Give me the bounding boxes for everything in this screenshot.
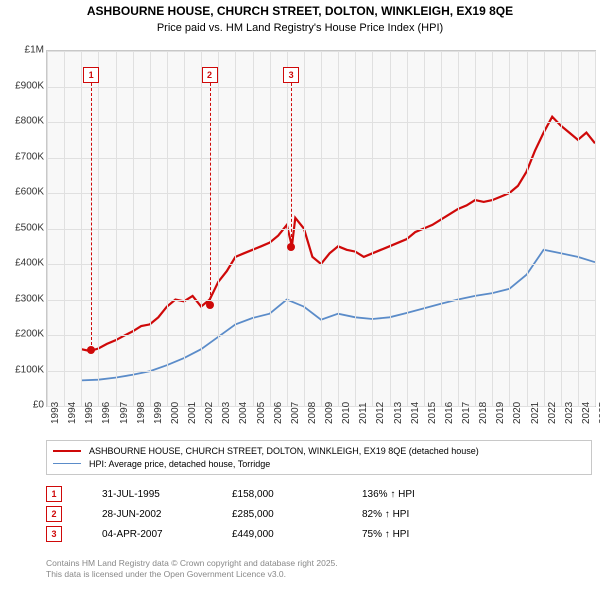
legend-item: HPI: Average price, detached house, Torr… xyxy=(53,458,585,471)
sale-row: 3 04-APR-2007£449,00075% ↑ HPI xyxy=(46,526,592,542)
footer-line: This data is licensed under the Open Gov… xyxy=(46,569,338,580)
sale-price: £285,000 xyxy=(232,509,362,520)
y-tick-label: £900K xyxy=(0,80,44,91)
sale-date: 04-APR-2007 xyxy=(102,529,232,540)
y-tick-label: £0 xyxy=(0,400,44,411)
plot-area: 1 2 3 xyxy=(46,50,596,407)
x-tick-label: 2020 xyxy=(512,402,523,424)
chart-container: ASHBOURNE HOUSE, CHURCH STREET, DOLTON, … xyxy=(0,0,600,590)
y-tick-label: £400K xyxy=(0,258,44,269)
legend-label: ASHBOURNE HOUSE, CHURCH STREET, DOLTON, … xyxy=(89,445,479,458)
chart-subtitle: Price paid vs. HM Land Registry's House … xyxy=(0,20,600,34)
callout-marker: 3 xyxy=(283,67,299,83)
x-tick-label: 1997 xyxy=(119,402,130,424)
x-tick-label: 2011 xyxy=(358,402,369,424)
x-tick-label: 2008 xyxy=(307,402,318,424)
x-tick-label: 2001 xyxy=(187,402,198,424)
x-tick-label: 1995 xyxy=(84,402,95,424)
y-tick-label: £100K xyxy=(0,364,44,375)
footer-line: Contains HM Land Registry data © Crown c… xyxy=(46,558,338,569)
x-tick-label: 1998 xyxy=(136,402,147,424)
footer-attribution: Contains HM Land Registry data © Crown c… xyxy=(46,558,338,580)
x-tick-label: 2006 xyxy=(273,402,284,424)
x-tick-label: 2015 xyxy=(427,402,438,424)
x-tick-label: 2003 xyxy=(221,402,232,424)
x-tick-label: 2004 xyxy=(238,402,249,424)
legend-item: ASHBOURNE HOUSE, CHURCH STREET, DOLTON, … xyxy=(53,445,585,458)
sale-pct: 136% ↑ HPI xyxy=(362,489,415,500)
x-tick-label: 2013 xyxy=(393,402,404,424)
x-tick-label: 2021 xyxy=(530,402,541,424)
legend: ASHBOURNE HOUSE, CHURCH STREET, DOLTON, … xyxy=(46,440,592,475)
sale-index-box: 1 xyxy=(46,486,62,502)
callout-dot xyxy=(287,243,295,251)
x-tick-label: 2019 xyxy=(495,402,506,424)
x-tick-label: 2022 xyxy=(547,402,558,424)
x-tick-label: 1996 xyxy=(101,402,112,424)
legend-swatch xyxy=(53,450,81,452)
sale-pct: 75% ↑ HPI xyxy=(362,529,409,540)
sale-index-box: 3 xyxy=(46,526,62,542)
x-tick-label: 2024 xyxy=(581,402,592,424)
x-tick-label: 2009 xyxy=(324,402,335,424)
y-tick-label: £800K xyxy=(0,116,44,127)
x-tick-label: 2017 xyxy=(461,402,472,424)
y-tick-label: £200K xyxy=(0,329,44,340)
legend-label: HPI: Average price, detached house, Torr… xyxy=(89,458,270,471)
y-tick-label: £300K xyxy=(0,293,44,304)
x-tick-label: 2007 xyxy=(290,402,301,424)
x-tick-label: 1993 xyxy=(50,402,61,424)
x-tick-label: 2002 xyxy=(204,402,215,424)
y-tick-label: £600K xyxy=(0,187,44,198)
x-tick-label: 2005 xyxy=(256,402,267,424)
sale-price: £449,000 xyxy=(232,529,362,540)
y-tick-label: £700K xyxy=(0,151,44,162)
callout-dot xyxy=(206,301,214,309)
sale-date: 28-JUN-2002 xyxy=(102,509,232,520)
x-tick-label: 2018 xyxy=(478,402,489,424)
sale-pct: 82% ↑ HPI xyxy=(362,509,409,520)
x-tick-label: 2000 xyxy=(170,402,181,424)
x-tick-label: 1994 xyxy=(67,402,78,424)
sale-date: 31-JUL-1995 xyxy=(102,489,232,500)
sale-row: 1 31-JUL-1995£158,000136% ↑ HPI xyxy=(46,486,592,502)
x-tick-label: 2012 xyxy=(375,402,386,424)
callout-marker: 2 xyxy=(202,67,218,83)
x-tick-label: 2010 xyxy=(341,402,352,424)
sale-price: £158,000 xyxy=(232,489,362,500)
x-tick-label: 2023 xyxy=(564,402,575,424)
callout-marker: 1 xyxy=(83,67,99,83)
x-tick-label: 2014 xyxy=(410,402,421,424)
x-tick-label: 2016 xyxy=(444,402,455,424)
sale-index-box: 2 xyxy=(46,506,62,522)
y-tick-label: £1M xyxy=(0,45,44,56)
chart-title: ASHBOURNE HOUSE, CHURCH STREET, DOLTON, … xyxy=(0,0,600,20)
callout-dot xyxy=(87,346,95,354)
legend-swatch xyxy=(53,463,81,464)
sales-table: 1 31-JUL-1995£158,000136% ↑ HPI 2 28-JUN-20… xyxy=(46,482,592,546)
x-tick-label: 1999 xyxy=(153,402,164,424)
y-tick-label: £500K xyxy=(0,222,44,233)
sale-row: 2 28-JUN-2002£285,00082% ↑ HPI xyxy=(46,506,592,522)
